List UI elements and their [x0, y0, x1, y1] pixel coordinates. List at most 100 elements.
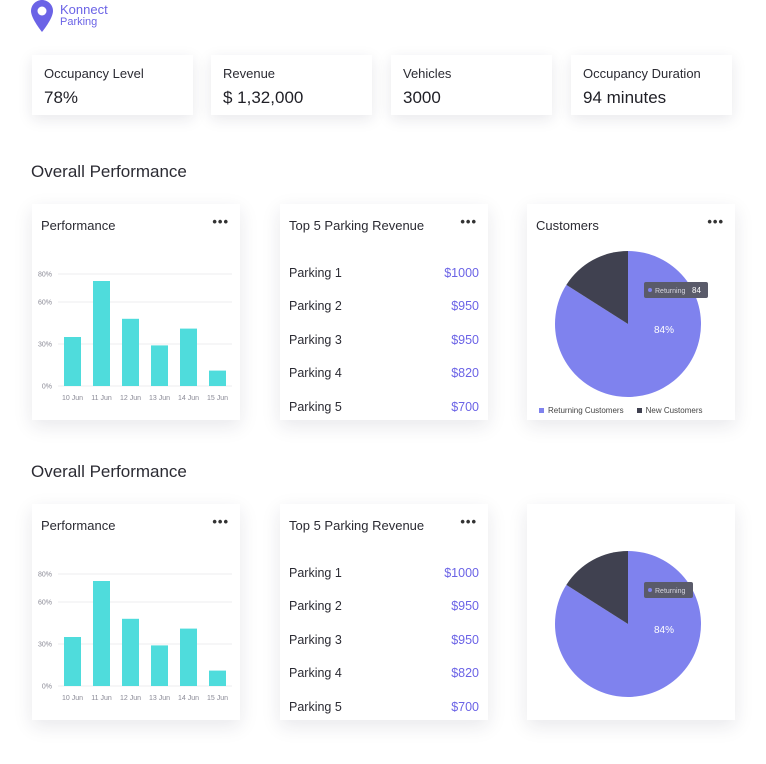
parking-revenue: $950 [451, 632, 479, 647]
bar [64, 337, 81, 386]
legend-item: Returning Customers [539, 406, 624, 415]
bar [151, 645, 168, 686]
customers-pie-chart: 84% Returning [555, 551, 701, 697]
card-title: Customers [536, 218, 599, 233]
list-item[interactable]: Parking 3 $950 [289, 323, 479, 357]
legend-label: New Customers [645, 406, 703, 415]
y-tick-label: 60% [38, 600, 52, 607]
parking-revenue: $820 [451, 366, 479, 381]
legend-label: Returning Customers [548, 406, 624, 415]
tooltip-box [644, 582, 693, 598]
bar [180, 628, 197, 686]
parking-revenue: $950 [451, 599, 479, 614]
x-tick-label: 12 Jun [120, 695, 141, 702]
y-tick-label: 60% [38, 300, 52, 307]
card-title: Top 5 Parking Revenue [289, 218, 425, 233]
parking-revenue: $820 [451, 666, 479, 681]
y-tick-label: 0% [42, 684, 52, 691]
more-options-icon[interactable]: ••• [707, 214, 724, 229]
list-item[interactable]: Parking 2 $950 [289, 590, 479, 624]
chart-legend: Returning Customers New Customers [539, 406, 703, 415]
kpi-value: $ 1,32,000 [223, 88, 304, 107]
x-tick-label: 14 Jun [178, 395, 199, 402]
card-title: Top 5 Parking Revenue [289, 518, 425, 533]
revenue-list: Parking 1 $1000 Parking 2 $950 Parking 3 $9… [289, 256, 479, 424]
bar [209, 670, 226, 686]
list-item[interactable]: Parking 1 $1000 [289, 256, 479, 290]
more-options-icon[interactable]: ••• [460, 514, 477, 529]
x-tick-label: 11 Jun [91, 395, 112, 402]
list-item[interactable]: Parking 5 $700 [289, 690, 479, 724]
y-tick-label: 0% [42, 384, 52, 391]
list-item[interactable]: Parking 1 $1000 [289, 556, 479, 590]
customers-card: 84% Returning [527, 504, 735, 720]
section-title: Overall Performance [31, 162, 187, 181]
card-title: Performance [41, 518, 116, 533]
top-parking-revenue-card: Top 5 Parking Revenue ••• Parking 1 $1000… [280, 504, 488, 720]
top-parking-revenue-card: Top 5 Parking Revenue ••• Parking 1 $1000… [280, 204, 488, 420]
brand-logo[interactable]: Konnect Parking [31, 0, 108, 34]
bar [122, 318, 139, 386]
parking-name: Parking 3 [289, 632, 342, 647]
performance-card: Performance ••• 0% 30% 60% 80% 10 Jun 11 Jun 1… [32, 204, 240, 420]
tooltip-box [644, 282, 708, 298]
bar [209, 370, 226, 386]
list-item[interactable]: Parking 2 $950 [289, 290, 479, 324]
x-tick-label: 11 Jun [91, 695, 112, 702]
pie-slice-new [566, 251, 628, 324]
parking-name: Parking 3 [289, 332, 342, 347]
parking-name: Parking 2 [289, 299, 342, 314]
brand-subtitle: Parking [60, 16, 98, 28]
more-options-icon[interactable]: ••• [212, 214, 229, 229]
pie-tooltip: Returning [644, 582, 693, 598]
bar [64, 637, 81, 686]
customers-pie-chart: 84% Returning 84 [555, 251, 708, 397]
x-tick-label: 14 Jun [178, 695, 199, 702]
pie-slice-new [566, 551, 628, 624]
kpi-card-revenue: Revenue $ 1,32,000 [211, 55, 372, 115]
more-options-icon[interactable]: ••• [460, 214, 477, 229]
kpi-card-occupancy: Occupancy Level 78% [32, 55, 193, 115]
parking-revenue: $950 [451, 299, 479, 314]
kpi-label: Vehicles [403, 66, 452, 81]
tooltip-label: Returning [655, 588, 685, 595]
parking-name: Parking 4 [289, 666, 342, 681]
brand-title: Konnect [60, 2, 108, 17]
tooltip-label: Returning [655, 288, 685, 295]
tooltip-swatch [648, 588, 652, 592]
performance-bar-chart: 0% 30% 60% 80% 10 Jun 11 Jun 12 Jun 13 Jun 14 Ju… [38, 272, 232, 402]
revenue-list: Parking 1 $1000 Parking 2 $950 Parking 3 $9… [289, 556, 479, 724]
list-item[interactable]: Parking 4 $820 [289, 357, 479, 391]
parking-revenue: $700 [451, 699, 479, 714]
kpi-label: Occupancy Duration [583, 66, 701, 81]
y-tick-label: 30% [38, 642, 52, 649]
list-item[interactable]: Parking 5 $700 [289, 390, 479, 424]
performance-bar-chart: 0% 30% 60% 80% 10 Jun 11 Jun 12 Jun 13 Jun 14 Ju… [38, 572, 232, 702]
kpi-value: 3000 [403, 88, 441, 107]
parking-revenue: $1000 [444, 565, 479, 580]
parking-revenue: $1000 [444, 265, 479, 280]
list-item[interactable]: Parking 4 $820 [289, 657, 479, 691]
customers-card: Customers ••• 84% Returning 84 Returning C… [527, 204, 735, 420]
x-tick-label: 12 Jun [120, 395, 141, 402]
parking-revenue: $700 [451, 399, 479, 414]
parking-name: Parking 4 [289, 366, 342, 381]
card-title: Performance [41, 218, 116, 233]
y-tick-label: 30% [38, 342, 52, 349]
pie-slice-label: 84% [654, 325, 674, 336]
pie-tooltip: Returning 84 [644, 282, 708, 298]
parking-revenue: $950 [451, 332, 479, 347]
parking-name: Parking 2 [289, 599, 342, 614]
more-options-icon[interactable]: ••• [212, 514, 229, 529]
tooltip-value: 84 [692, 286, 701, 295]
tooltip-swatch [648, 288, 652, 292]
x-tick-label: 15 Jun [207, 395, 228, 402]
kpi-card-occupancy-duration: Occupancy Duration 94 minutes [571, 55, 732, 115]
pie-slice-label: 84% [654, 625, 674, 636]
performance-card: Performance ••• 0% 30% 60% 80% 10 Jun 11 Jun 1… [32, 504, 240, 720]
x-tick-label: 10 Jun [62, 695, 83, 702]
list-item[interactable]: Parking 3 $950 [289, 623, 479, 657]
parking-name: Parking 1 [289, 265, 342, 280]
bar [151, 345, 168, 386]
bar [93, 581, 110, 686]
